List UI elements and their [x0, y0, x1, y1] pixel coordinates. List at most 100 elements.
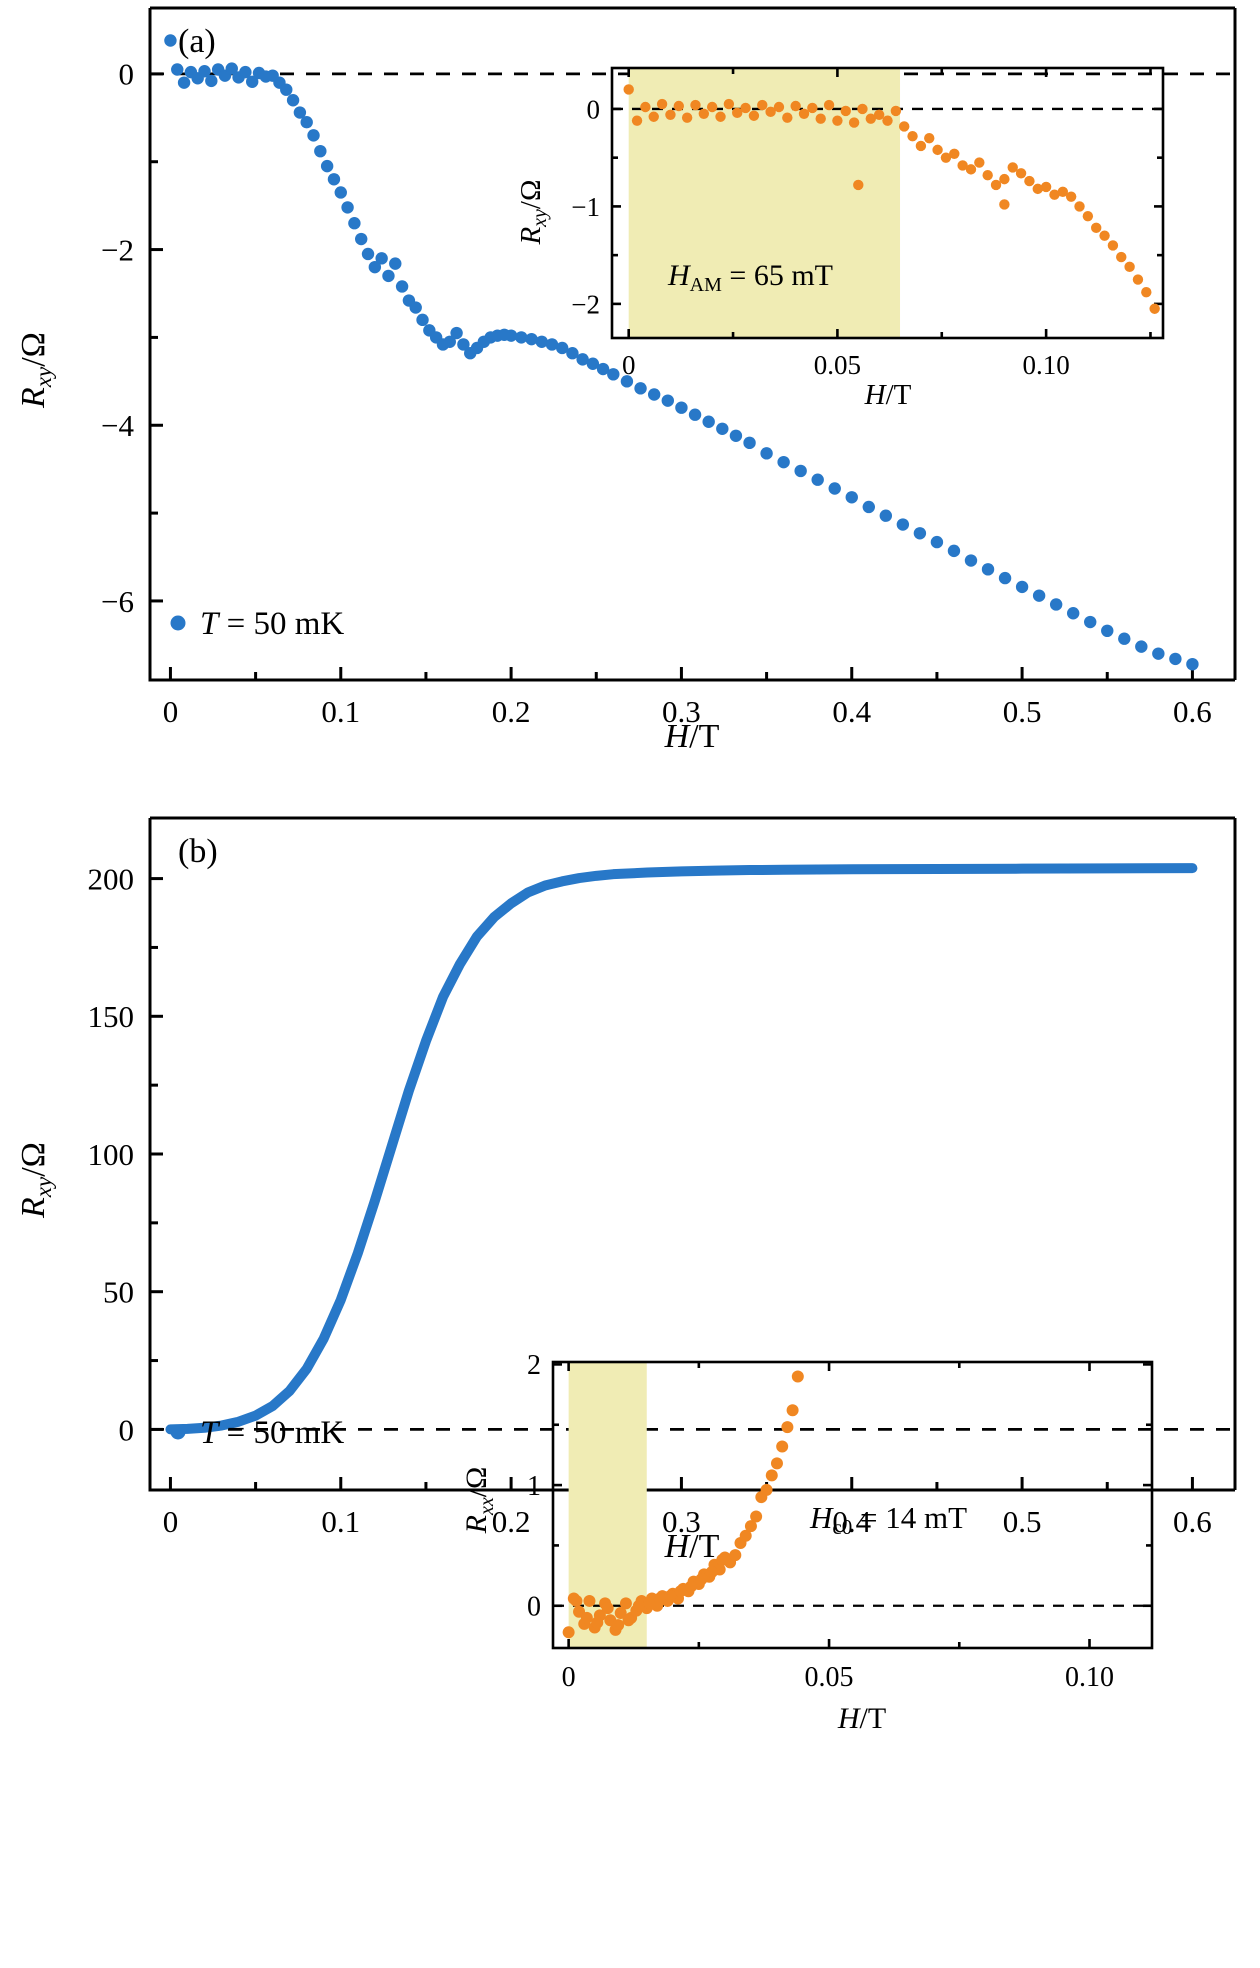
data-point — [781, 1421, 794, 1434]
data-point — [640, 101, 651, 113]
panel-b-inset-xlabel: H/T — [837, 1702, 886, 1735]
data-point — [744, 1520, 757, 1533]
data-point — [1040, 181, 1052, 193]
x-tick-label: 0.4 — [832, 1504, 871, 1539]
y-tick-label: −2 — [571, 289, 600, 319]
data-point — [286, 94, 300, 107]
panel-b-inset-plot: 0 0.05 0.10 0 1 2 Rxx/Ω H/T Hc0 = 14 mT — [460, 1350, 1154, 1735]
data-point — [940, 152, 952, 163]
data-point — [632, 1599, 645, 1612]
data-point — [1107, 240, 1119, 251]
data-point — [848, 117, 860, 128]
panel-b-label: (b) — [178, 833, 218, 870]
data-point — [930, 535, 944, 549]
data-point — [998, 571, 1012, 585]
data-point — [815, 113, 826, 124]
y-tick-label: −2 — [101, 232, 134, 267]
data-point — [760, 447, 773, 460]
data-point — [729, 429, 743, 442]
data-point — [515, 331, 528, 344]
data-point — [965, 164, 977, 175]
data-point — [823, 99, 835, 111]
legend-marker-icon — [170, 615, 186, 631]
data-point — [164, 34, 177, 47]
y-tick-label: 0 — [119, 57, 135, 92]
data-point — [865, 113, 876, 124]
data-point — [566, 347, 579, 360]
panel-b-plot: 0 0.1 0.2 0.3 0.4 0.5 0.6 0 50 100 150 200 (b) Rxy/Ω H… — [15, 816, 1237, 1565]
data-point — [1024, 175, 1035, 187]
panel-a-xlabel: H/T — [664, 718, 720, 755]
data-point — [457, 338, 470, 351]
data-point — [748, 110, 760, 121]
data-point — [832, 115, 843, 126]
plot-frame — [551, 1360, 1154, 1650]
x-tick-label: 0.3 — [662, 1504, 701, 1539]
data-point — [981, 563, 995, 576]
data-point — [576, 353, 589, 366]
data-point — [776, 1440, 789, 1453]
data-point — [1132, 274, 1144, 285]
data-point — [545, 338, 559, 351]
data-point — [619, 1597, 632, 1610]
data-point — [1049, 598, 1063, 611]
data-point — [607, 368, 620, 381]
data-point — [896, 518, 910, 531]
data-point — [1084, 615, 1097, 629]
x-tick-label: 0 — [163, 694, 179, 729]
data-point — [770, 1457, 783, 1470]
data-point — [653, 1592, 666, 1605]
x-tick-label: 0.05 — [805, 1662, 854, 1693]
panel-a-label: (a) — [178, 23, 216, 60]
data-point — [932, 144, 943, 156]
data-point — [643, 1597, 656, 1610]
data-point — [999, 173, 1010, 185]
data-point — [525, 332, 538, 346]
data-point — [757, 99, 768, 111]
data-point — [765, 1469, 778, 1482]
data-point — [862, 500, 875, 514]
data-point — [198, 65, 211, 78]
data-point — [591, 1616, 604, 1629]
y-tick-label: 0 — [587, 94, 601, 124]
data-point — [614, 1607, 627, 1619]
data-point — [1015, 580, 1029, 594]
data-point — [807, 102, 818, 114]
data-point — [907, 131, 918, 142]
data-point — [740, 102, 751, 114]
panel-a-inset-plot: 0 0.05 0.10 0 −1 −2 Rxy/Ω H/T HAM = 65 mT — [515, 66, 1165, 411]
data-point — [729, 1549, 742, 1562]
y-tick-label: 200 — [88, 861, 135, 896]
data-point — [205, 74, 218, 88]
data-point — [450, 326, 463, 340]
panel-a-ylabel: Rxy/Ω — [15, 332, 56, 409]
data-point — [899, 121, 910, 132]
data-point — [924, 132, 935, 144]
data-point — [1082, 210, 1094, 222]
data-point — [681, 112, 693, 123]
data-point — [913, 527, 927, 540]
data-point — [1135, 640, 1148, 653]
data-point — [957, 160, 968, 171]
data-series-points — [164, 34, 1199, 671]
y-tick-label: 150 — [88, 999, 135, 1034]
data-point — [1101, 624, 1114, 638]
data-point — [685, 1580, 698, 1593]
data-point — [716, 422, 729, 435]
y-tick-label: −4 — [101, 408, 134, 443]
data-point — [596, 362, 610, 376]
data-series-points — [623, 84, 1160, 314]
data-point — [702, 415, 715, 428]
data-point — [698, 108, 710, 120]
data-point — [661, 394, 674, 407]
data-point — [1032, 589, 1046, 602]
data-point — [743, 436, 756, 450]
data-point — [612, 1619, 625, 1632]
data-point — [706, 101, 718, 113]
data-point — [665, 109, 676, 120]
data-point — [1099, 230, 1110, 241]
data-point — [504, 329, 518, 342]
data-point — [777, 455, 790, 469]
y-tick-label: −6 — [101, 584, 134, 619]
